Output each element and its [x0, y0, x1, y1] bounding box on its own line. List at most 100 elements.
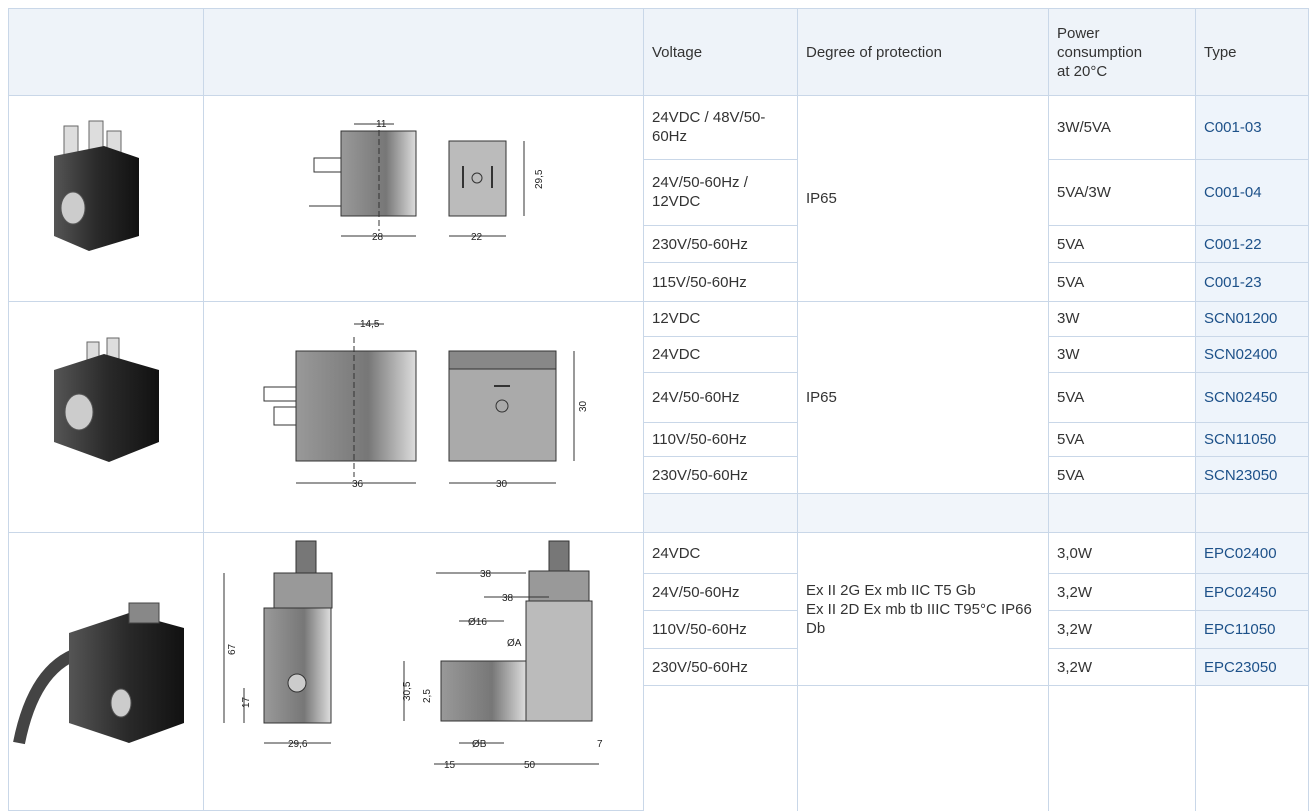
dimension-label: 50: [524, 760, 536, 771]
power-cell: 5VA: [1049, 226, 1196, 263]
empty-cell: [644, 686, 798, 811]
empty-cell: [1049, 494, 1196, 533]
empty-cell: [798, 686, 1049, 811]
protection-cell: Ex II 2G Ex mb IIC T5 GbEx II 2D Ex mb t…: [798, 533, 1049, 686]
empty-cell: [1196, 494, 1309, 533]
type-cell: EPC11050: [1196, 611, 1309, 649]
dimension-drawing: 11 28 22 29,5: [204, 96, 644, 296]
power-cell: 3,2W: [1049, 611, 1196, 649]
dimension-label: 15: [444, 760, 456, 771]
header-cell: Voltage: [644, 9, 798, 96]
type-cell: C001-04: [1196, 159, 1309, 226]
dimension-label: 28: [372, 232, 384, 243]
page: Voltage Degree of protection Power consump…: [0, 0, 1311, 794]
drawing-cell: 67 17 29,6 38 38 Ø16 ØA 30,5 2,5 ØB 15 5…: [204, 533, 644, 811]
empty-cell: [644, 494, 798, 533]
empty-cell: [1196, 686, 1309, 811]
protection-line: IP65: [806, 189, 1040, 208]
dimension-label: 29,6: [288, 739, 308, 750]
dimension-label: 2,5: [422, 689, 433, 703]
protection-cell: IP65: [798, 96, 1049, 302]
product-row: 14,5 36 30 30 12VDCIP653WSCN01200: [9, 302, 1309, 337]
header-text: Power consumption at 20°C: [1057, 24, 1157, 81]
dimension-label: 30: [496, 479, 508, 490]
power-cell: 5VA/3W: [1049, 159, 1196, 226]
coil-photo: [9, 96, 204, 296]
header-row: Voltage Degree of protection Power consump…: [9, 9, 1309, 96]
header-cell: Type: [1196, 9, 1309, 96]
power-cell: 5VA: [1049, 422, 1196, 457]
type-cell: C001-03: [1196, 96, 1309, 160]
voltage-cell: 230V/50-60Hz: [644, 226, 798, 263]
voltage-cell: 24V/50-60Hz: [644, 372, 798, 422]
protection-line: IP65: [806, 388, 1040, 407]
header-cell: [204, 9, 644, 96]
voltage-cell: 24V/50-60Hz / 12VDC: [644, 159, 798, 226]
protection-cell: IP65: [798, 302, 1049, 494]
product-row: 67 17 29,6 38 38 Ø16 ØA 30,5 2,5 ØB 15 5…: [9, 533, 1309, 574]
power-cell: 5VA: [1049, 263, 1196, 302]
photo-cell: [9, 533, 204, 811]
photo-cell: [9, 302, 204, 533]
type-cell: SCN23050: [1196, 457, 1309, 494]
type-cell: C001-23: [1196, 263, 1309, 302]
voltage-cell: 12VDC: [644, 302, 798, 337]
power-cell: 3,2W: [1049, 574, 1196, 611]
type-cell: EPC02400: [1196, 533, 1309, 574]
product-table: Voltage Degree of protection Power consump…: [8, 8, 1309, 811]
power-cell: 3,0W: [1049, 533, 1196, 574]
voltage-cell: 110V/50-60Hz: [644, 422, 798, 457]
dimension-label: 38: [480, 569, 492, 580]
header-cell: Degree of protection: [798, 9, 1049, 96]
voltage-cell: 115V/50-60Hz: [644, 263, 798, 302]
product-table-wrap: Voltage Degree of protection Power consump…: [8, 8, 1309, 811]
power-cell: 3W: [1049, 302, 1196, 337]
power-cell: 5VA: [1049, 372, 1196, 422]
photo-cell: [9, 96, 204, 302]
dimension-drawing: 67 17 29,6 38 38 Ø16 ØA 30,5 2,5 ØB 15 5…: [204, 533, 644, 805]
header-text: Type: [1204, 43, 1300, 62]
dimension-label: 38: [502, 593, 514, 604]
empty-cell: [1049, 686, 1196, 811]
power-cell: 3W/5VA: [1049, 96, 1196, 160]
dimension-label: 17: [241, 696, 252, 708]
dimension-label: 11: [376, 119, 387, 130]
voltage-cell: 230V/50-60Hz: [644, 457, 798, 494]
dimension-label: 22: [471, 232, 483, 243]
voltage-cell: 24V/50-60Hz: [644, 574, 798, 611]
power-cell: 3W: [1049, 336, 1196, 372]
voltage-cell: 24VDC: [644, 533, 798, 574]
header-cell: [9, 9, 204, 96]
type-cell: SCN02450: [1196, 372, 1309, 422]
header-text: Degree of protection: [806, 43, 1040, 62]
voltage-cell: 24VDC: [644, 336, 798, 372]
type-cell: EPC02450: [1196, 574, 1309, 611]
protection-line: Ex II 2G Ex mb IIC T5 Gb: [806, 581, 1040, 600]
dimension-label: 29,5: [534, 169, 545, 189]
dimension-label: Ø16: [468, 617, 487, 628]
dimension-label: 67: [227, 643, 238, 655]
dimension-label: 36: [352, 479, 364, 490]
type-cell: EPC23050: [1196, 649, 1309, 686]
dimension-label: ØA: [507, 638, 522, 649]
drawing-cell: 11 28 22 29,5: [204, 96, 644, 302]
dimension-label: ØB: [472, 739, 487, 750]
header-text: Voltage: [652, 43, 789, 62]
power-cell: 3,2W: [1049, 649, 1196, 686]
voltage-cell: 24VDC / 48V/50-60Hz: [644, 96, 798, 160]
type-cell: C001-22: [1196, 226, 1309, 263]
dimension-label: 30,5: [402, 681, 413, 701]
protection-line: Ex II 2D Ex mb tb IIIC T95°C IP66 Db: [806, 600, 1040, 638]
empty-cell: [798, 494, 1049, 533]
voltage-cell: 230V/50-60Hz: [644, 649, 798, 686]
type-cell: SCN01200: [1196, 302, 1309, 337]
coil-photo: [9, 533, 204, 805]
dimension-label: 7: [597, 739, 603, 750]
dimension-label: 14,5: [360, 319, 380, 330]
type-cell: SCN11050: [1196, 422, 1309, 457]
dimension-label: 30: [578, 400, 589, 412]
coil-photo: [9, 302, 204, 527]
dimension-drawing: 14,5 36 30 30: [204, 302, 644, 527]
header-cell: Power consumption at 20°C: [1049, 9, 1196, 96]
